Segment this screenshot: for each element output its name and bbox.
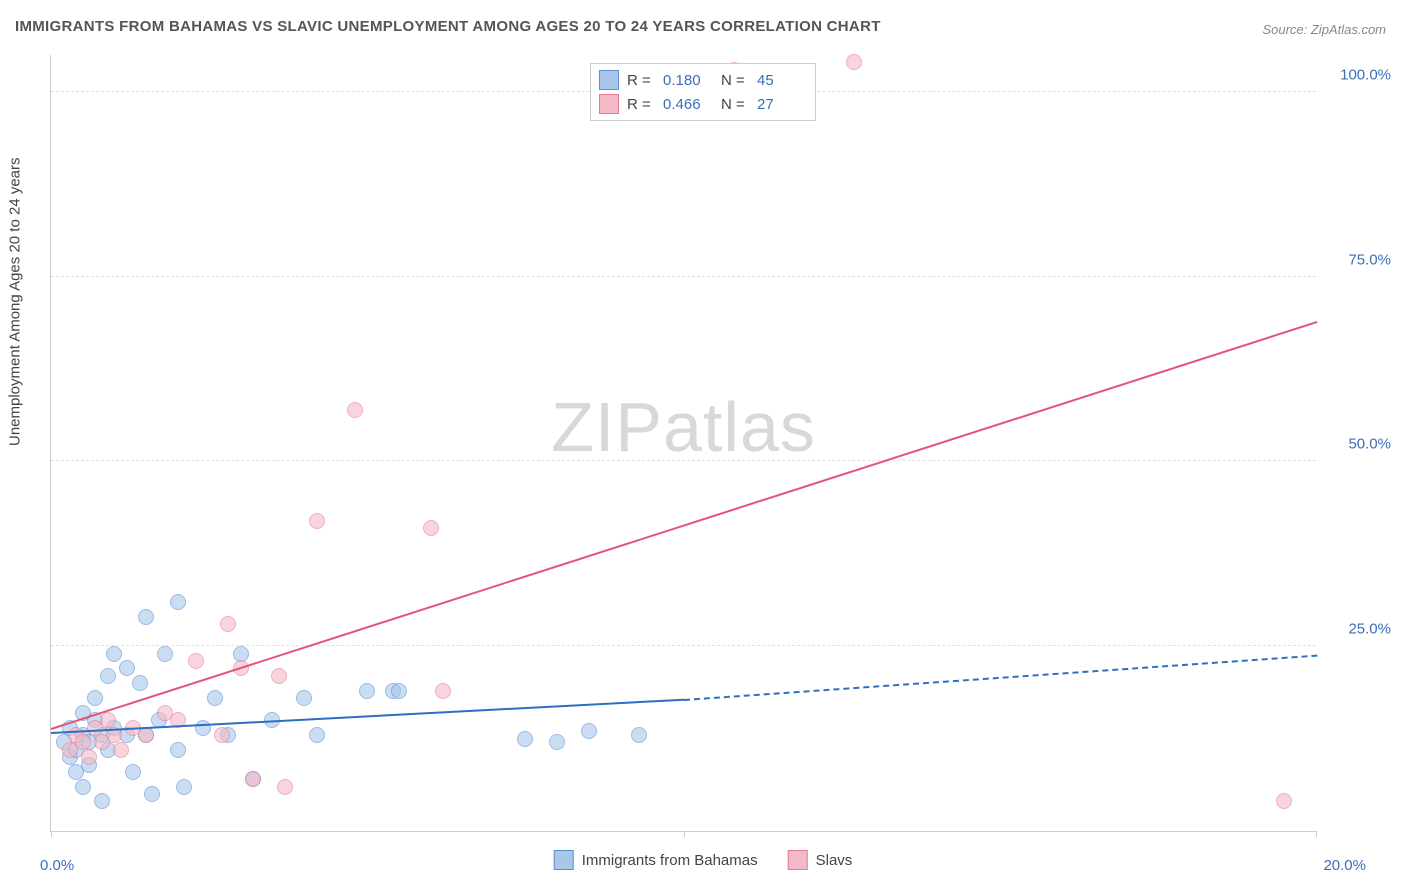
scatter-point-series-0 [391, 683, 407, 699]
watermark-atlas: atlas [663, 388, 816, 466]
legend-item-1: Slavs [788, 850, 853, 870]
gridline [51, 276, 1316, 277]
scatter-point-series-0 [106, 646, 122, 662]
scatter-point-series-0 [87, 690, 103, 706]
y-axis-label: Unemployment Among Ages 20 to 24 years [7, 157, 24, 446]
legend-n-value-1: 27 [757, 96, 807, 113]
plot-area: ZIPatlas 25.0%50.0%75.0%100.0% [50, 55, 1316, 832]
scatter-point-series-0 [75, 779, 91, 795]
scatter-point-series-0 [100, 668, 116, 684]
scatter-point-series-1 [846, 54, 862, 70]
scatter-point-series-0 [517, 731, 533, 747]
y-tick-label: 100.0% [1340, 66, 1391, 83]
gridline [51, 460, 1316, 461]
scatter-point-series-0 [176, 779, 192, 795]
scatter-point-series-1 [271, 668, 287, 684]
source-attribution: Source: ZipAtlas.com [1262, 22, 1386, 37]
x-axis-max-label: 20.0% [1323, 857, 1366, 874]
scatter-point-series-0 [157, 646, 173, 662]
legend-r-label: R = [627, 72, 655, 89]
scatter-point-series-0 [170, 742, 186, 758]
legend-n-label: N = [721, 72, 749, 89]
scatter-point-series-1 [113, 742, 129, 758]
y-tick-label: 75.0% [1348, 251, 1391, 268]
scatter-point-series-0 [138, 609, 154, 625]
scatter-point-series-1 [423, 520, 439, 536]
scatter-point-series-0 [170, 594, 186, 610]
scatter-point-series-1 [1276, 793, 1292, 809]
swatch-series-0 [554, 850, 574, 870]
swatch-series-1 [788, 850, 808, 870]
y-tick-label: 25.0% [1348, 621, 1391, 638]
swatch-series-0 [599, 70, 619, 90]
x-tick [1316, 831, 1317, 837]
scatter-point-series-0 [296, 690, 312, 706]
scatter-point-series-1 [435, 683, 451, 699]
scatter-point-series-1 [245, 771, 261, 787]
legend-n-label: N = [721, 96, 749, 113]
scatter-point-series-1 [220, 616, 236, 632]
legend-row-series-1: R = 0.466 N = 27 [599, 92, 807, 116]
y-tick-label: 50.0% [1348, 436, 1391, 453]
scatter-point-series-1 [81, 749, 97, 765]
scatter-point-series-0 [359, 683, 375, 699]
trend-line-extension-series-0 [684, 654, 1317, 700]
scatter-point-series-1 [138, 727, 154, 743]
legend-r-value-1: 0.466 [663, 96, 713, 113]
scatter-point-series-1 [214, 727, 230, 743]
x-tick [51, 831, 52, 837]
legend-item-0: Immigrants from Bahamas [554, 850, 758, 870]
scatter-point-series-1 [277, 779, 293, 795]
scatter-point-series-1 [75, 734, 91, 750]
legend-label-1: Slavs [816, 852, 853, 869]
scatter-point-series-0 [195, 720, 211, 736]
legend-r-value-0: 0.180 [663, 72, 713, 89]
scatter-point-series-0 [144, 786, 160, 802]
x-axis-min-label: 0.0% [40, 857, 74, 874]
scatter-point-series-0 [631, 727, 647, 743]
chart-title: IMMIGRANTS FROM BAHAMAS VS SLAVIC UNEMPL… [15, 18, 881, 35]
x-tick [684, 831, 685, 837]
swatch-series-1 [599, 94, 619, 114]
legend-n-value-0: 45 [757, 72, 807, 89]
legend-label-0: Immigrants from Bahamas [582, 852, 758, 869]
scatter-point-series-0 [309, 727, 325, 743]
scatter-point-series-0 [94, 793, 110, 809]
scatter-point-series-0 [549, 734, 565, 750]
scatter-point-series-1 [188, 653, 204, 669]
scatter-point-series-1 [309, 513, 325, 529]
watermark-zip: ZIP [551, 388, 663, 466]
scatter-point-series-0 [125, 764, 141, 780]
legend-r-label: R = [627, 96, 655, 113]
series-legend: Immigrants from Bahamas Slavs [554, 850, 853, 870]
scatter-point-series-0 [119, 660, 135, 676]
scatter-point-series-0 [132, 675, 148, 691]
legend-row-series-0: R = 0.180 N = 45 [599, 68, 807, 92]
scatter-point-series-1 [347, 402, 363, 418]
scatter-point-series-0 [581, 723, 597, 739]
correlation-legend: R = 0.180 N = 45 R = 0.466 N = 27 [590, 63, 816, 121]
scatter-point-series-1 [100, 712, 116, 728]
watermark: ZIPatlas [551, 387, 816, 467]
scatter-point-series-0 [233, 646, 249, 662]
scatter-point-series-0 [207, 690, 223, 706]
